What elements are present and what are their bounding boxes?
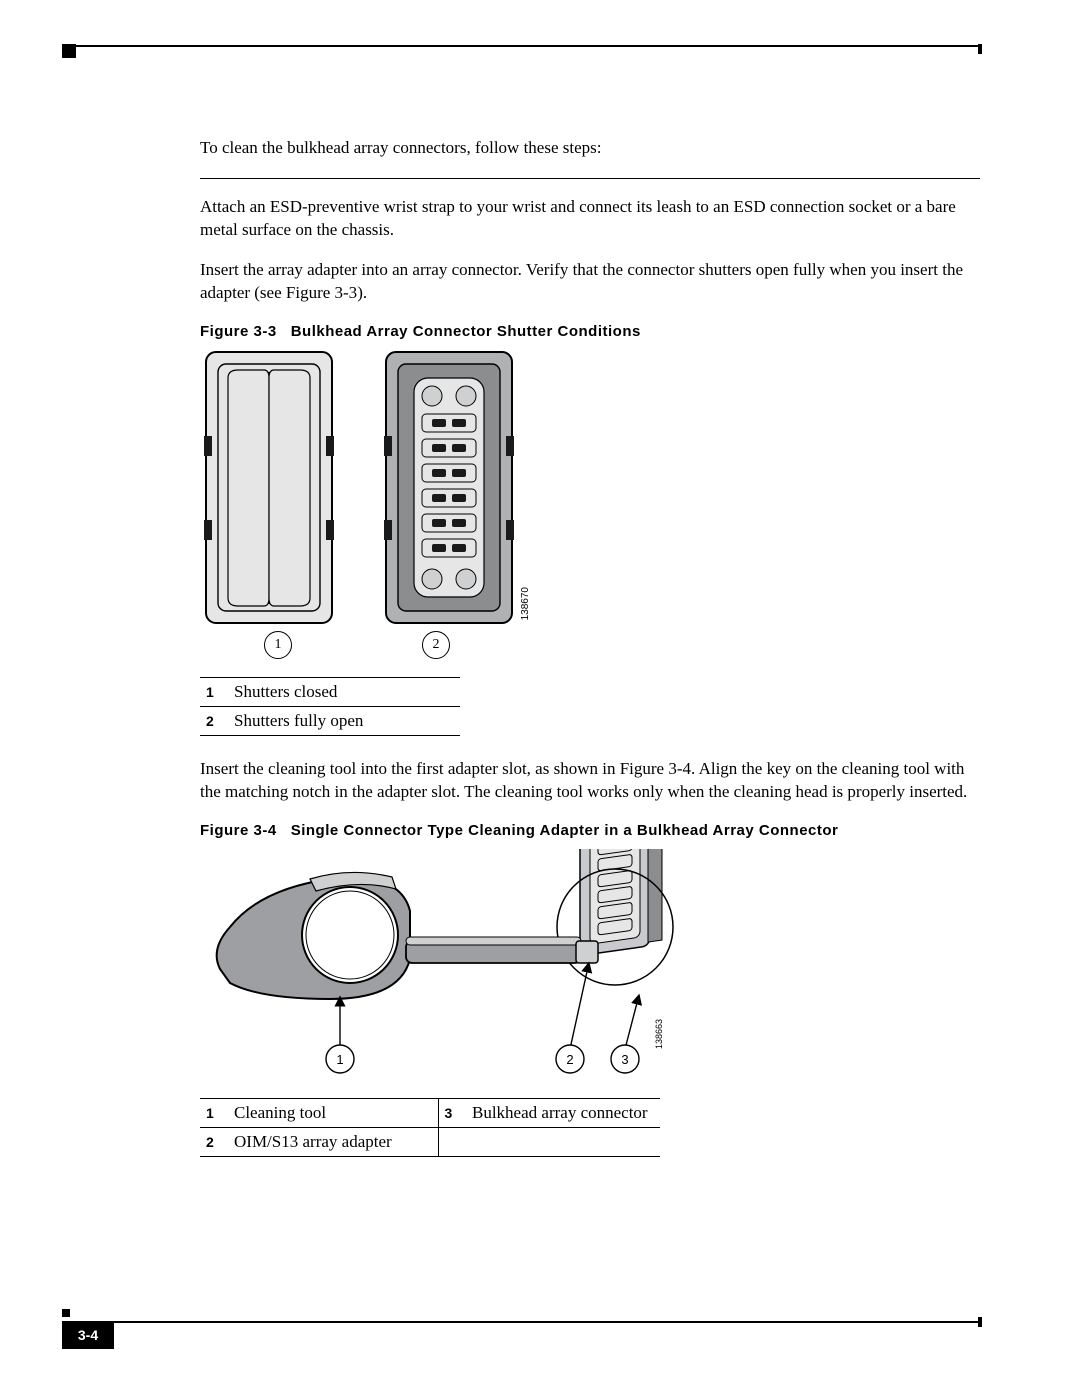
- page-footer: 3-4: [62, 1321, 980, 1349]
- svg-text:1: 1: [336, 1052, 343, 1067]
- legend-empty: [438, 1127, 466, 1156]
- figure-1-image-id: 138670: [520, 587, 531, 620]
- svg-text:138663: 138663: [654, 1019, 664, 1049]
- corner-mark-bottom-left-small: [62, 1309, 70, 1317]
- connector-open-icon: [384, 350, 514, 625]
- horizontal-rule: [200, 178, 980, 179]
- step-3-ref: Figure 3-4: [620, 759, 691, 778]
- step-2-text: Insert the array adapter into an array c…: [200, 259, 980, 305]
- table-row: 2 Shutters fully open: [200, 706, 460, 735]
- table-row: 1 Shutters closed: [200, 677, 460, 706]
- legend-text: Cleaning tool: [228, 1098, 438, 1127]
- content-area: To clean the bulkhead array connectors, …: [200, 120, 980, 1167]
- legend-text: Shutters closed: [228, 677, 460, 706]
- figure-1-callouts: 1 2: [200, 631, 980, 659]
- step-1-text: Attach an ESD-preventive wrist strap to …: [200, 196, 980, 242]
- page-number: 3-4: [62, 1321, 114, 1349]
- callout-1: 1: [264, 631, 292, 659]
- legend-text: Shutters fully open: [228, 706, 460, 735]
- legend-num: 2: [200, 706, 228, 735]
- figure-1-caption: Bulkhead Array Connector Shutter Conditi…: [291, 323, 641, 340]
- step-3-text: Insert the cleaning tool into the first …: [200, 758, 980, 804]
- figure-2-label: Figure 3-4: [200, 822, 277, 839]
- legend-num: 1: [200, 1098, 228, 1127]
- legend-empty: [466, 1127, 660, 1156]
- table-row: 1 Cleaning tool 3 Bulkhead array connect…: [200, 1098, 660, 1127]
- step-2-part-b: ).: [357, 283, 367, 302]
- footer-rule: [114, 1321, 980, 1323]
- figure-2-caption: Single Connector Type Cleaning Adapter i…: [291, 822, 839, 839]
- figure-1-legend: 1 Shutters closed 2 Shutters fully open: [200, 677, 460, 736]
- legend-text: Bulkhead array connector: [466, 1098, 660, 1127]
- step-2-ref: Figure 3-3: [286, 283, 357, 302]
- intro-text: To clean the bulkhead array connectors, …: [200, 137, 980, 160]
- top-rule: [76, 45, 980, 47]
- figure-1-label: Figure 3-3: [200, 323, 277, 340]
- figure-2-title: Figure 3-4 Single Connector Type Cleanin…: [200, 822, 980, 839]
- table-row: 2 OIM/S13 array adapter: [200, 1127, 660, 1156]
- step-3-part-a: Insert the cleaning tool into the first …: [200, 759, 620, 778]
- figure-2-legend: 1 Cleaning tool 3 Bulkhead array connect…: [200, 1098, 660, 1157]
- svg-text:2: 2: [566, 1052, 573, 1067]
- legend-num: 3: [438, 1098, 466, 1127]
- figure-1: 138670 1 2 1 Shutters closed 2 Shutters …: [200, 350, 980, 736]
- legend-num: 1: [200, 677, 228, 706]
- connector-closed-icon: [204, 350, 334, 625]
- legend-text: OIM/S13 array adapter: [228, 1127, 438, 1156]
- figure-1-title: Figure 3-3 Bulkhead Array Connector Shut…: [200, 323, 980, 340]
- corner-mark-top-right: [978, 44, 982, 54]
- callout-2: 2: [422, 631, 450, 659]
- figure-2: 1 2 3 138663 1 Cleaning tool 3 Bulkhead …: [200, 849, 980, 1157]
- legend-num: 2: [200, 1127, 228, 1156]
- svg-text:3: 3: [621, 1052, 628, 1067]
- corner-mark-top-left: [62, 44, 76, 58]
- footer-tick: [978, 1317, 982, 1327]
- page: To clean the bulkhead array connectors, …: [0, 0, 1080, 1397]
- cleaning-tool-diagram-icon: 1 2 3 138663: [200, 849, 680, 1079]
